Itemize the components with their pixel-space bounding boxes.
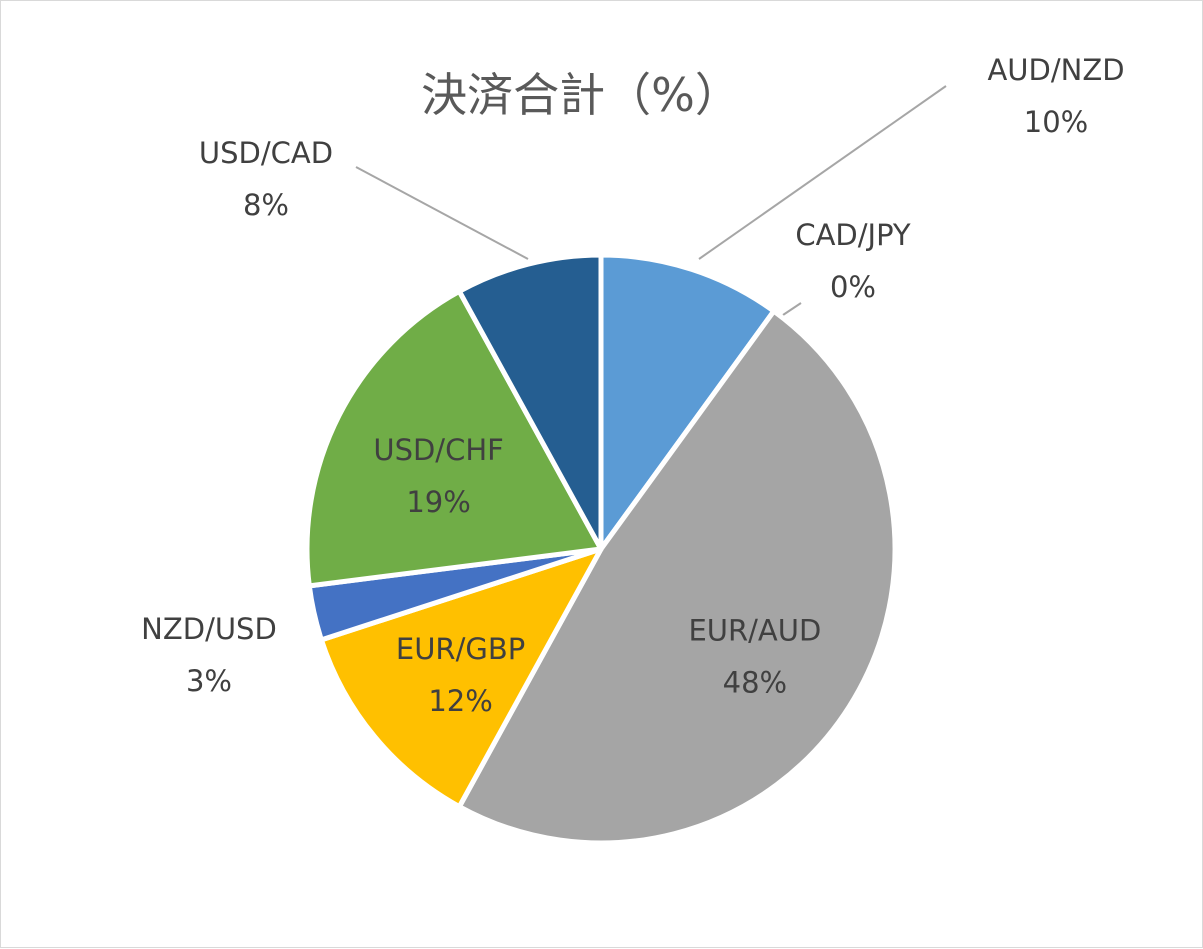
- slice-name-usd-chf: USD/CHF: [373, 433, 503, 467]
- slice-value-eur-gbp: 12%: [428, 684, 492, 718]
- slice-usd-chf: [304, 288, 604, 589]
- slice-name-aud-nzd: AUD/NZD: [987, 53, 1124, 87]
- slice-name-usd-cad: USD/CAD: [199, 136, 333, 170]
- slice-name-eur-gbp: EUR/GBP: [396, 632, 525, 666]
- slice-value-nzd-usd: 3%: [186, 664, 232, 698]
- slice-usd-cad: [456, 252, 604, 552]
- slice-eur-aud: [456, 308, 898, 846]
- data-labels: AUD/NZD 10% CAD/JPY 0% EUR/AUD 48% EUR/GBP 12% N…: [141, 53, 1124, 718]
- slice-name-nzd-usd: NZD/USD: [141, 612, 277, 646]
- chart-title: 決済合計（%）: [421, 68, 741, 122]
- slice-name-eur-aud: EUR/AUD: [688, 614, 821, 648]
- leader-lines: [355, 85, 947, 316]
- slice-eur-gbp: [318, 546, 604, 810]
- leader-line-usd-cad: [355, 166, 529, 260]
- slice-value-usd-chf: 19%: [406, 485, 470, 519]
- slice-name-cad-jpy: CAD/JPY: [795, 218, 911, 252]
- pie-slices: [304, 252, 898, 846]
- leader-line-cad-jpy: [782, 302, 802, 316]
- slice-value-cad-jpy: 0%: [830, 270, 876, 304]
- slice-value-usd-cad: 8%: [243, 188, 289, 222]
- leader-line-aud-nzd: [698, 85, 947, 260]
- slice-aud-nzd: [598, 252, 777, 552]
- slice-value-eur-aud: 48%: [723, 666, 787, 700]
- slice-value-aud-nzd: 10%: [1024, 105, 1088, 139]
